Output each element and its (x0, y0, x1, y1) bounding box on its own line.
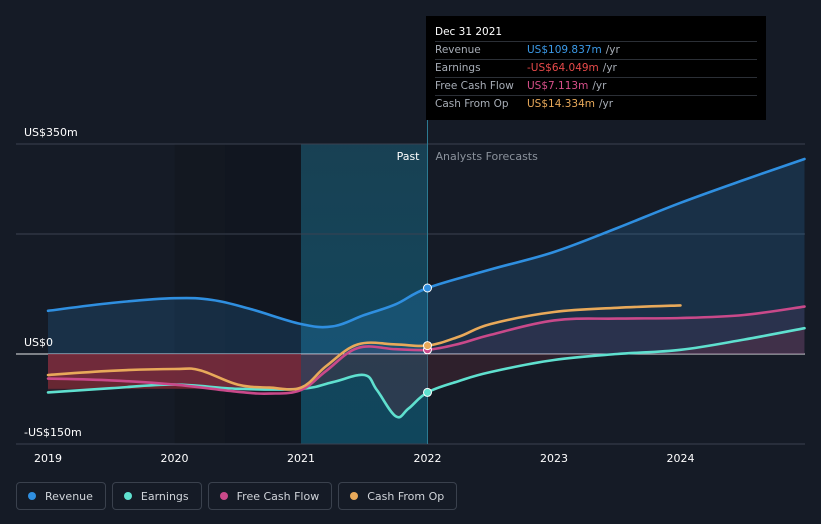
revenue-line (46, 157, 806, 329)
past-label: Past (397, 150, 421, 163)
tooltip-date: Dec 31 2021 (435, 26, 503, 38)
tooltip-value: -US$64.049m (527, 62, 599, 74)
x-tick-label: 2019 (34, 452, 62, 465)
tooltip-label: Revenue (435, 44, 481, 56)
legend-dot-icon (219, 492, 228, 500)
earnings-line (46, 326, 806, 419)
y-tick-label: US$350m (24, 126, 78, 139)
free-cash-flow-line (46, 305, 806, 395)
legend-label: Cash From Op (367, 489, 445, 503)
chart-legend: Revenue Earnings Free Cash Flow Cash Fro… (16, 482, 458, 510)
data-tooltip: Dec 31 2021 Revenue US$109.837m /yr Earn… (426, 16, 766, 120)
earnings-marker (423, 387, 432, 397)
tooltip-row-revenue: Revenue US$109.837m /yr (435, 41, 757, 59)
legend-dot-icon (123, 492, 132, 500)
legend-item-cash-from-op[interactable]: Cash From Op (338, 482, 458, 510)
legend-dot-icon (350, 492, 359, 500)
legend-item-revenue[interactable]: Revenue (16, 482, 106, 510)
tooltip-unit: /yr (602, 62, 617, 74)
forecast-label: Analysts Forecasts (436, 150, 539, 163)
legend-label: Free Cash Flow (236, 489, 320, 503)
cash-from-op-line (46, 304, 682, 391)
cash-from-op-marker (423, 341, 432, 351)
legend-label: Earnings (140, 489, 189, 503)
tooltip-label: Earnings (435, 62, 481, 74)
highlight-band (301, 144, 428, 444)
y-tick-label: -US$150m (24, 426, 82, 439)
tooltip-unit: /yr (599, 98, 614, 110)
x-tick-label: 2021 (287, 452, 315, 465)
legend-dot-icon (28, 492, 36, 500)
tooltip-value: US$7.113m (527, 80, 589, 92)
y-tick-label: US$0 (24, 336, 53, 349)
legend-label: Revenue (45, 489, 93, 503)
tooltip-value: US$109.837m (527, 44, 602, 56)
tooltip-row-free-cash-flow: Free Cash Flow US$7.113m /yr (435, 77, 757, 95)
revenue-marker (423, 283, 432, 293)
tooltip-label: Cash From Op (435, 98, 509, 110)
tooltip-unit: /yr (592, 80, 607, 92)
revenue-area (48, 159, 805, 354)
past-band (225, 144, 301, 444)
x-tick-label: 2024 (667, 452, 695, 465)
tooltip-row-earnings: Earnings -US$64.049m /yr (435, 59, 757, 77)
x-tick-label: 2023 (540, 452, 568, 465)
x-tick-label: 2022 (414, 452, 442, 465)
legend-item-free-cash-flow[interactable]: Free Cash Flow (207, 482, 333, 510)
tooltip-unit: /yr (605, 44, 620, 56)
tooltip-label: Free Cash Flow (435, 80, 514, 92)
tooltip-row-cash-from-op: Cash From Op US$14.334m /yr (435, 95, 757, 113)
legend-item-earnings[interactable]: Earnings (111, 482, 202, 510)
earnings-area (48, 328, 805, 418)
tooltip-value: US$14.334m (527, 98, 595, 110)
x-tick-label: 2020 (161, 452, 189, 465)
